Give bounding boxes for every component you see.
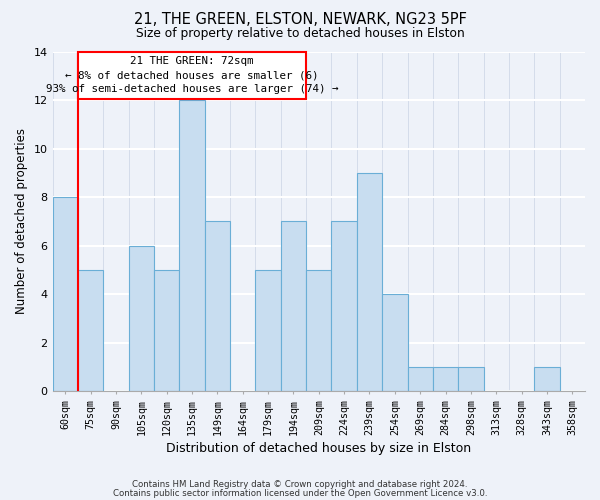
Bar xyxy=(53,197,78,392)
Bar xyxy=(256,270,281,392)
Bar xyxy=(128,246,154,392)
Bar xyxy=(281,222,306,392)
X-axis label: Distribution of detached houses by size in Elston: Distribution of detached houses by size … xyxy=(166,442,472,455)
Bar xyxy=(179,100,205,392)
Bar xyxy=(306,270,331,392)
Bar xyxy=(357,173,382,392)
Text: 21 THE GREEN: 72sqm
← 8% of detached houses are smaller (6)
93% of semi-detached: 21 THE GREEN: 72sqm ← 8% of detached hou… xyxy=(46,56,338,94)
Text: Contains public sector information licensed under the Open Government Licence v3: Contains public sector information licen… xyxy=(113,488,487,498)
Bar xyxy=(382,294,407,392)
Text: Size of property relative to detached houses in Elston: Size of property relative to detached ho… xyxy=(136,28,464,40)
Bar xyxy=(407,367,433,392)
Bar xyxy=(154,270,179,392)
Bar xyxy=(205,222,230,392)
FancyBboxPatch shape xyxy=(78,52,306,99)
Text: Contains HM Land Registry data © Crown copyright and database right 2024.: Contains HM Land Registry data © Crown c… xyxy=(132,480,468,489)
Y-axis label: Number of detached properties: Number of detached properties xyxy=(15,128,28,314)
Bar xyxy=(458,367,484,392)
Bar xyxy=(433,367,458,392)
Bar xyxy=(534,367,560,392)
Text: 21, THE GREEN, ELSTON, NEWARK, NG23 5PF: 21, THE GREEN, ELSTON, NEWARK, NG23 5PF xyxy=(134,12,466,28)
Bar xyxy=(78,270,103,392)
Bar xyxy=(331,222,357,392)
